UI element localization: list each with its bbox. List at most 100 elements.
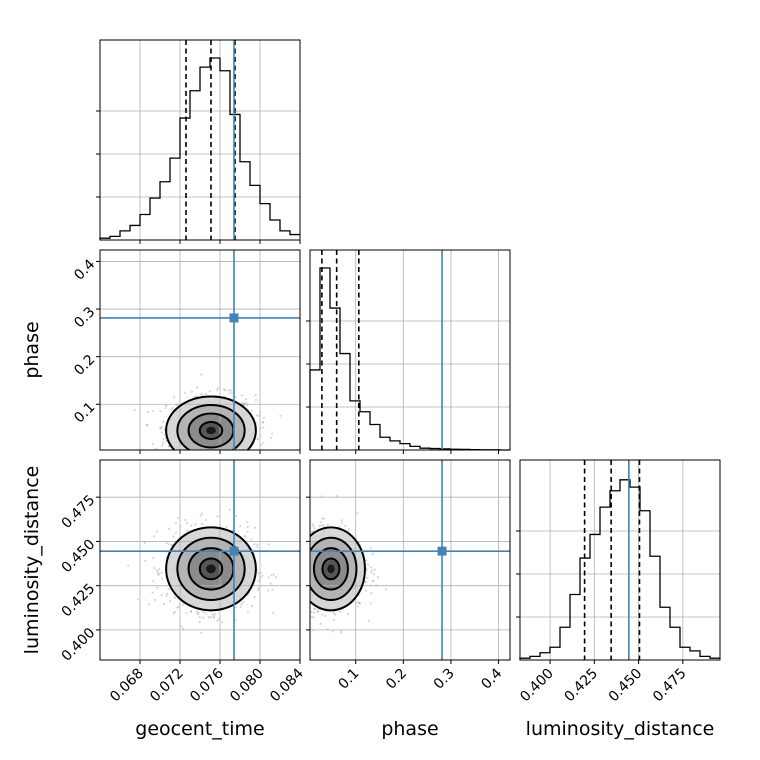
scatter-point xyxy=(155,447,158,450)
scatter-point xyxy=(320,523,324,527)
y-tick-label: 0.1 xyxy=(71,399,98,426)
frame-layer xyxy=(99,39,721,661)
scatter-point xyxy=(143,559,147,562)
scatter-point xyxy=(216,619,219,622)
scatter-point xyxy=(335,494,339,498)
scatter-point xyxy=(270,432,274,435)
scatter-point xyxy=(318,524,321,527)
scatter-point xyxy=(147,411,150,414)
scatter-point xyxy=(200,373,203,376)
scatter-point xyxy=(234,396,237,399)
scatter-point xyxy=(267,589,270,592)
scatter-point xyxy=(257,572,260,575)
scatter-point xyxy=(270,574,273,577)
scatter-point xyxy=(260,443,263,446)
scatter-point xyxy=(198,616,201,619)
panel-frame-phase-vs-geocent-time xyxy=(99,249,301,451)
y-tick-label: 0.475 xyxy=(59,492,99,532)
x-tick-label: 0.068 xyxy=(107,666,147,706)
scatter-point xyxy=(347,612,350,616)
scatter-point xyxy=(269,436,273,439)
scatter-point xyxy=(376,576,379,579)
scatter-point xyxy=(184,518,187,521)
scatter-point xyxy=(160,427,163,430)
scatter-point xyxy=(241,402,244,405)
contour-line xyxy=(165,395,257,450)
scatter-point xyxy=(177,516,180,520)
contour-line xyxy=(176,536,246,601)
scatter-point xyxy=(200,512,204,515)
scatter-point xyxy=(356,605,359,608)
scatter-point xyxy=(165,594,168,597)
scatter-point xyxy=(319,622,322,625)
contour-line xyxy=(198,420,224,440)
scatter-point xyxy=(215,389,219,392)
scatter-point xyxy=(239,524,242,528)
scatter-point xyxy=(198,621,201,624)
y-tick-label: 0.4 xyxy=(71,256,98,283)
scatter-point xyxy=(356,601,359,604)
scatter-point xyxy=(275,576,278,579)
scatter-point xyxy=(222,388,226,391)
scatter-point xyxy=(143,541,146,544)
scatter-point xyxy=(164,407,167,410)
scatter-point xyxy=(358,602,361,605)
panel-frame-luminosity-distance-vs-geocent-time xyxy=(99,459,301,661)
x-axis-label-phase: phase xyxy=(381,718,438,740)
panel-frame-phase xyxy=(309,249,511,451)
scatter-point xyxy=(254,398,258,402)
scatter-point xyxy=(340,631,343,634)
scatter-point xyxy=(357,601,361,604)
scatter-point xyxy=(160,431,163,434)
scatter-point xyxy=(319,521,323,524)
scatter-point xyxy=(216,515,219,518)
scatter-point xyxy=(184,391,187,394)
scatter-point xyxy=(204,518,207,522)
scatter-point xyxy=(313,616,316,619)
scatter-point xyxy=(173,395,176,399)
contour-line xyxy=(321,557,341,581)
scatter-point xyxy=(157,573,160,576)
scatter-point xyxy=(234,618,237,621)
scatter-point xyxy=(339,610,342,613)
scatter-point xyxy=(279,414,282,417)
scatter-point xyxy=(167,445,171,448)
scatter-point xyxy=(253,596,256,599)
scatter-point xyxy=(227,389,230,392)
scatter-point xyxy=(213,616,216,619)
scatter-point xyxy=(182,603,185,606)
scatter-point xyxy=(344,524,347,528)
scatter-point xyxy=(253,543,256,546)
scatter-point xyxy=(174,531,178,534)
x-tick-label: 0.084 xyxy=(267,665,307,705)
scatter-point xyxy=(313,611,316,614)
scatter-point xyxy=(372,579,375,582)
scatter-point xyxy=(261,420,264,423)
scatter-point xyxy=(202,611,205,614)
scatter-point xyxy=(372,573,376,576)
scatter-point xyxy=(160,593,163,597)
scatter-point xyxy=(194,523,197,526)
scatter-point xyxy=(366,563,370,566)
scatter-point xyxy=(162,438,165,441)
scatter-point xyxy=(271,588,274,592)
scatter-point xyxy=(365,559,368,562)
scatter-point xyxy=(201,522,204,526)
x-tick-label: 0.080 xyxy=(227,666,267,706)
scatter-point xyxy=(229,389,232,392)
scatter-point xyxy=(136,598,140,601)
scatter-point xyxy=(322,524,325,527)
scatter-point xyxy=(199,631,203,634)
scatter-point xyxy=(158,568,161,571)
scatter-point xyxy=(221,621,224,624)
scatter-point xyxy=(168,599,172,603)
scatter-point xyxy=(157,572,160,575)
scatter-point xyxy=(321,517,324,520)
x-tick-label: 0.076 xyxy=(187,665,227,705)
scatter-point xyxy=(369,566,373,569)
x-tick-label: 0.475 xyxy=(650,666,690,706)
scatter-point xyxy=(161,444,164,447)
scatter-point xyxy=(367,619,370,622)
x-axis-label-geocent-time: geocent_time xyxy=(135,718,264,740)
y-tick-label: 0.3 xyxy=(71,304,98,331)
